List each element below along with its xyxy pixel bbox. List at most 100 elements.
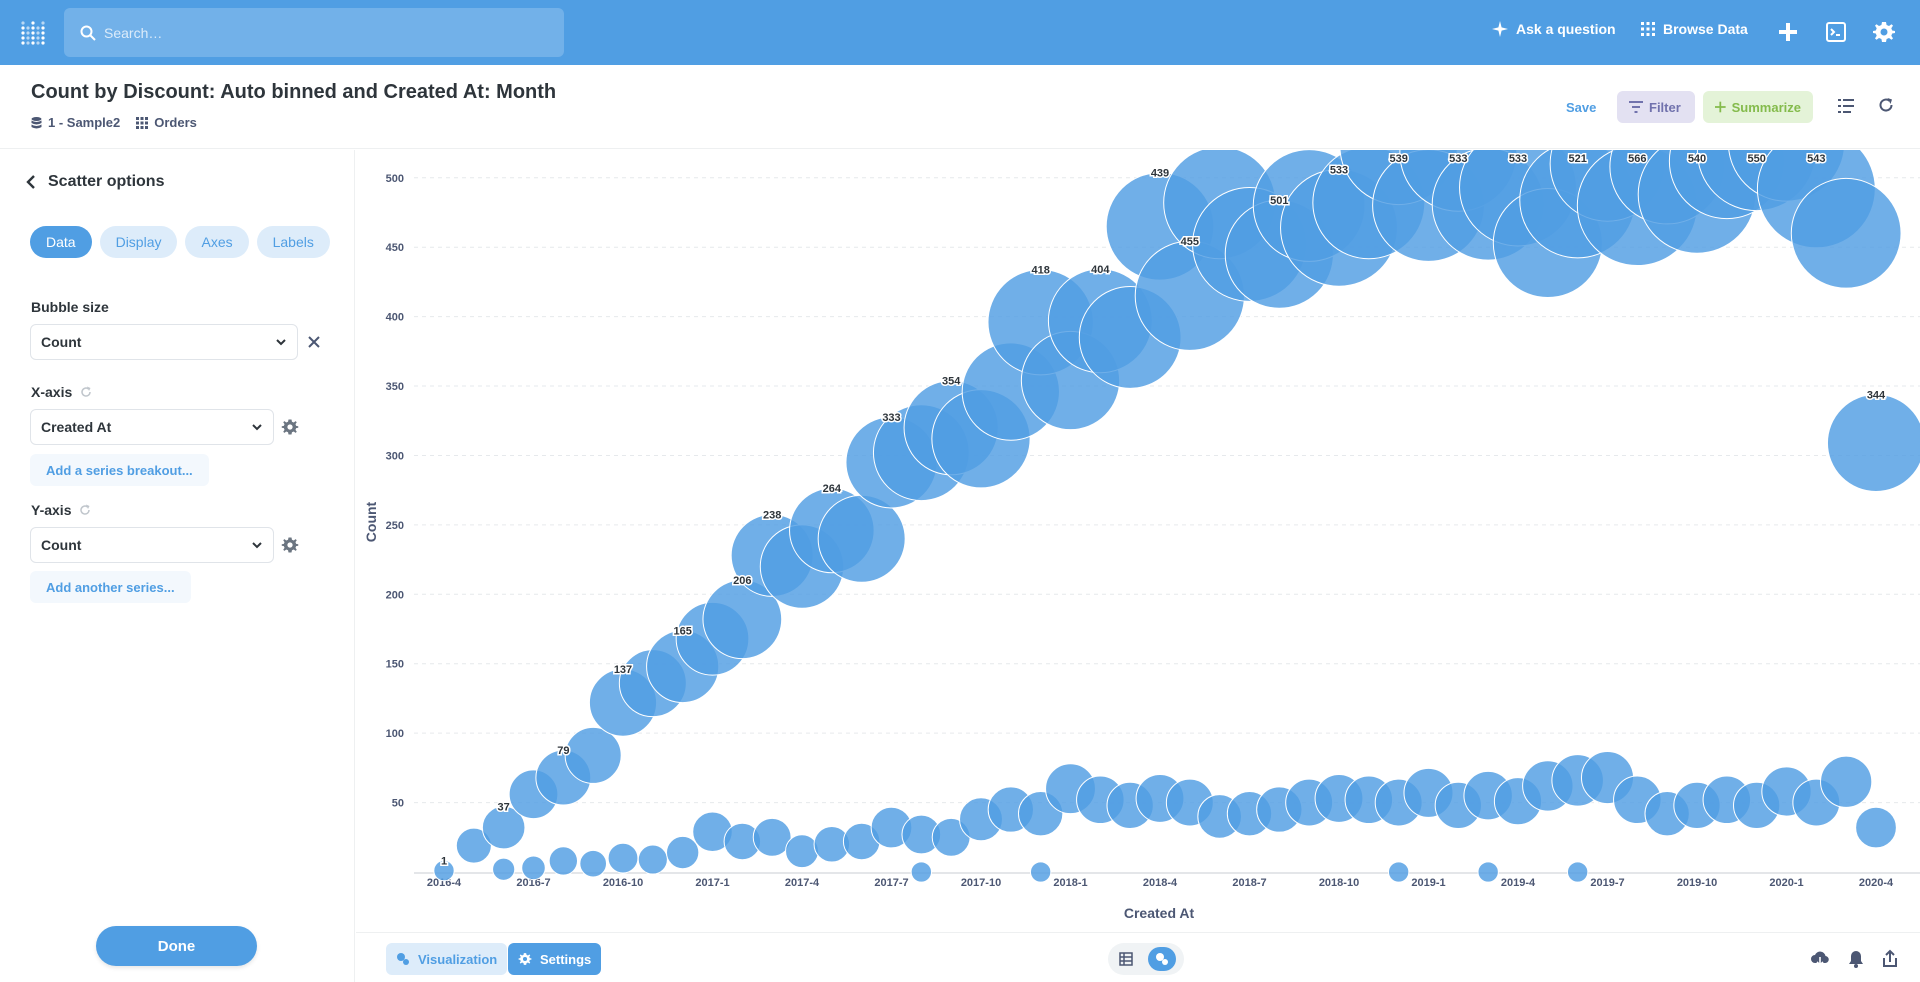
tab-display[interactable]: Display xyxy=(99,226,178,258)
table-icon xyxy=(1119,952,1133,966)
x-tick-label: 2016-4 xyxy=(427,877,462,889)
y-axis-value: Count xyxy=(41,537,82,553)
data-label: 404 xyxy=(1091,264,1110,276)
scatter-bubble[interactable] xyxy=(579,849,608,878)
bubble-size-label: Bubble size xyxy=(31,299,109,315)
scatter-bubble[interactable] xyxy=(492,857,516,881)
plus-icon[interactable] xyxy=(1776,20,1800,44)
sql-editor-icon[interactable] xyxy=(1824,20,1848,44)
close-icon[interactable] xyxy=(308,336,320,348)
page-title[interactable]: Count by Discount: Auto binned and Creat… xyxy=(31,81,557,103)
scatter-bubble[interactable] xyxy=(564,726,622,784)
scatter-bubble[interactable] xyxy=(1029,861,1052,883)
scatter-bubble[interactable] xyxy=(433,859,455,882)
search-bar[interactable] xyxy=(64,8,564,57)
add-another-series-button[interactable]: Add another series... xyxy=(30,571,191,603)
reset-icon[interactable] xyxy=(79,504,91,516)
gear-icon[interactable] xyxy=(281,536,299,554)
breadcrumb-database[interactable]: 1 - Sample2 xyxy=(31,115,120,130)
x-tick-label: 2018-4 xyxy=(1143,877,1178,889)
ask-question-button[interactable]: Ask a question xyxy=(1492,21,1616,37)
scatter-bubble[interactable] xyxy=(607,842,639,874)
save-button[interactable]: Save xyxy=(1566,99,1597,115)
table-grid-icon xyxy=(136,116,149,129)
gear-icon xyxy=(518,953,532,965)
scatter-bubble[interactable] xyxy=(1820,755,1873,808)
done-button[interactable]: Done xyxy=(96,926,257,966)
chevron-left-icon xyxy=(26,175,35,189)
breadcrumb: 1 - Sample2 Orders xyxy=(31,115,197,130)
x-tick-label: 2018-7 xyxy=(1232,877,1266,889)
x-tick-label: 2017-10 xyxy=(961,877,1001,889)
scatter-bubble[interactable] xyxy=(637,844,668,875)
scatter-bubble[interactable] xyxy=(910,861,933,883)
y-tick-label: 100 xyxy=(386,728,404,740)
tab-data[interactable]: Data xyxy=(30,226,92,258)
visualization-button[interactable]: Visualization xyxy=(386,943,508,975)
x-tick-label: 2020-1 xyxy=(1769,877,1803,889)
data-label: 264 xyxy=(823,483,842,495)
data-label: 206 xyxy=(733,575,751,587)
data-label: 543 xyxy=(1807,153,1825,165)
summarize-button[interactable]: Summarize xyxy=(1703,91,1813,123)
data-label: 333 xyxy=(882,412,900,424)
scatter-bubble[interactable] xyxy=(665,835,700,870)
scatter-bubble[interactable] xyxy=(1477,861,1499,883)
scatter-bubble[interactable] xyxy=(548,846,579,876)
scatter-bubble[interactable] xyxy=(1855,806,1897,849)
table-view-toggle[interactable] xyxy=(1112,947,1140,971)
data-label: 566 xyxy=(1628,153,1646,165)
x-tick-label: 2016-10 xyxy=(603,877,643,889)
bubble-size-select[interactable]: Count xyxy=(30,324,298,360)
y-axis-label: Y-axis xyxy=(31,502,91,518)
share-icon[interactable] xyxy=(1880,949,1900,969)
chart-view-toggle[interactable] xyxy=(1148,947,1176,971)
breadcrumb-table[interactable]: Orders xyxy=(136,115,197,130)
scatter-bubble[interactable] xyxy=(1387,861,1410,883)
scatter-bubble[interactable] xyxy=(1790,177,1902,289)
scatter-bubble[interactable] xyxy=(455,827,492,864)
scatter-bubble[interactable] xyxy=(785,834,819,869)
refresh-icon[interactable] xyxy=(1878,97,1894,113)
scatter-bubble[interactable] xyxy=(521,855,546,881)
filter-button[interactable]: Filter xyxy=(1617,91,1695,123)
metabase-logo-icon[interactable] xyxy=(20,20,46,46)
grid-icon xyxy=(1641,22,1655,36)
data-label: 539 xyxy=(1389,153,1407,165)
download-icon[interactable] xyxy=(1810,949,1830,969)
x-axis-select[interactable]: Created At xyxy=(30,409,274,445)
settings-tabs: Data Display Axes Labels xyxy=(30,226,330,258)
visualization-label: Visualization xyxy=(418,951,498,967)
settings-button[interactable]: Settings xyxy=(508,943,602,975)
y-axis-label-text: Y-axis xyxy=(31,502,72,518)
data-label: 521 xyxy=(1568,153,1586,165)
browse-data-button[interactable]: Browse Data xyxy=(1641,21,1748,37)
back-button[interactable]: Scatter options xyxy=(26,173,164,191)
y-tick-label: 150 xyxy=(386,659,404,671)
scatter-bubble[interactable] xyxy=(1566,861,1589,883)
sidebar-title: Scatter options xyxy=(48,173,165,190)
gear-icon[interactable] xyxy=(1872,20,1896,44)
scatter-bubble[interactable] xyxy=(481,805,526,850)
bell-icon[interactable] xyxy=(1846,949,1866,969)
add-series-breakout-button[interactable]: Add a series breakout... xyxy=(30,454,209,486)
database-icon xyxy=(31,116,42,128)
search-input[interactable] xyxy=(104,24,524,41)
data-label: 238 xyxy=(763,509,781,521)
reset-icon[interactable] xyxy=(80,386,92,398)
tab-labels[interactable]: Labels xyxy=(256,226,330,258)
question-header: Count by Discount: Auto binned and Creat… xyxy=(0,65,1920,149)
browse-data-label: Browse Data xyxy=(1663,21,1748,37)
query-builder-icon[interactable] xyxy=(1838,99,1854,113)
gear-icon[interactable] xyxy=(281,418,299,436)
tab-axes[interactable]: Axes xyxy=(185,226,249,258)
sparkle-icon xyxy=(1492,21,1508,37)
data-label: 1 xyxy=(441,855,447,867)
x-tick-label: 2019-4 xyxy=(1501,877,1536,889)
y-axis-select[interactable]: Count xyxy=(30,527,274,563)
scatter-bubble[interactable] xyxy=(752,817,792,857)
scatter-bubble[interactable] xyxy=(1826,393,1920,492)
x-tick-label: 2016-7 xyxy=(516,877,550,889)
data-label: 439 xyxy=(1151,168,1169,180)
filter-label: Filter xyxy=(1649,99,1681,115)
